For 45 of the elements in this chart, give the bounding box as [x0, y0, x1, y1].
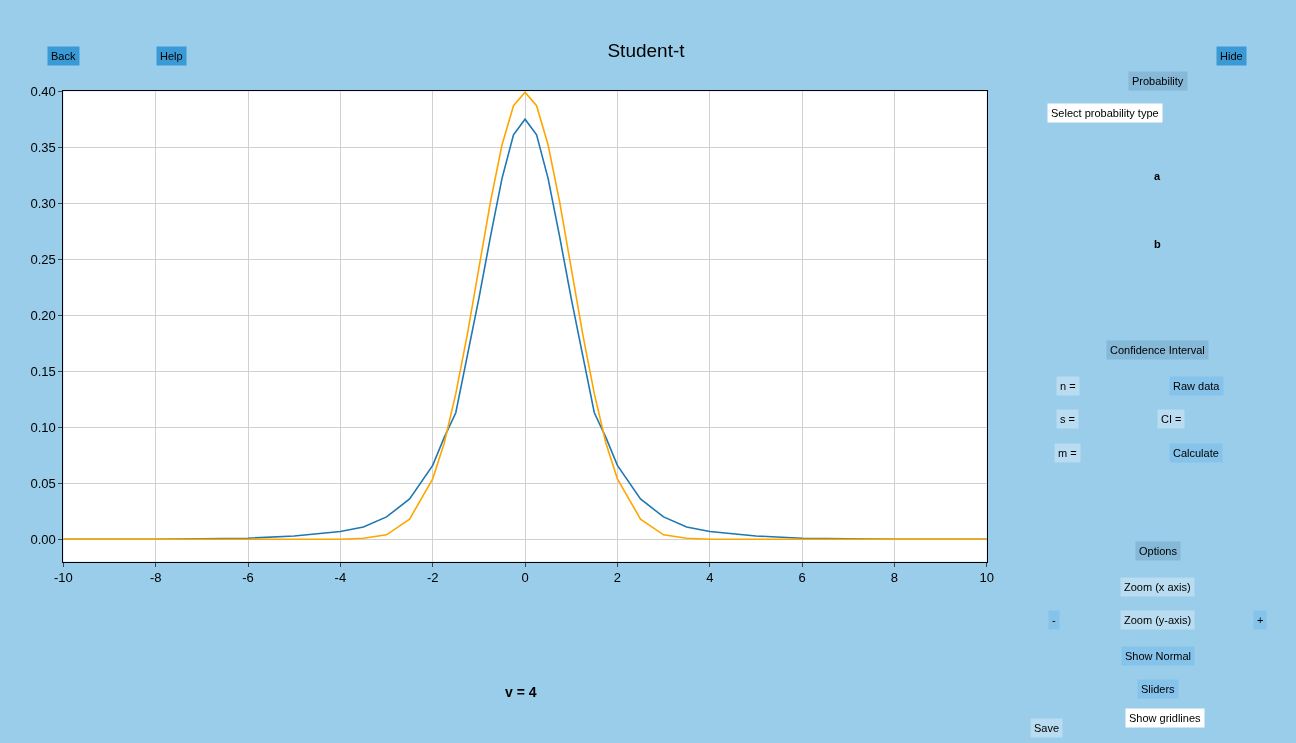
text: CI =	[1161, 413, 1182, 425]
x-tick-label: 2	[613, 570, 622, 586]
y-tick-label: 0.15	[30, 363, 56, 379]
text: Show Normal	[1125, 650, 1192, 662]
y-tick-label: 0.30	[30, 195, 56, 211]
text: Hide	[1220, 50, 1243, 62]
text: Select probability type	[1051, 107, 1159, 119]
x-tick-label: 10	[979, 570, 995, 586]
y-tick-label: 0.00	[30, 531, 56, 547]
text: s =	[1060, 413, 1075, 425]
y-tick-label: 0.25	[30, 251, 56, 267]
text: Help	[160, 50, 183, 62]
x-tick-label: -8	[149, 570, 162, 586]
x-tick-label: 0	[521, 570, 529, 586]
text: n =	[1060, 380, 1076, 392]
text: b	[1154, 238, 1161, 250]
x-tick-label: -10	[53, 570, 73, 586]
y-tick-label: 0.20	[30, 307, 56, 323]
text: Calculate	[1173, 447, 1219, 459]
x-tick-label: -6	[242, 570, 254, 586]
text: -	[1052, 614, 1056, 626]
x-tick-label: -2	[426, 570, 439, 586]
text: Back	[51, 50, 76, 62]
chart-title: Student-t	[607, 39, 686, 61]
text: Zoom (x axis)	[1124, 581, 1191, 593]
y-tick-label: 0.35	[30, 139, 56, 155]
text: Options	[1139, 545, 1178, 557]
text: Confidence Interval	[1110, 344, 1205, 356]
text: v = 4	[505, 684, 537, 700]
text: Raw data	[1173, 380, 1221, 392]
x-tick-label: 6	[798, 570, 806, 586]
x-tick-label: 8	[890, 570, 899, 586]
text: Save	[1034, 722, 1060, 734]
text: Show gridlines	[1129, 712, 1202, 724]
y-tick-label: 0.05	[30, 475, 56, 491]
x-tick-label: -4	[334, 570, 347, 586]
text: +	[1257, 614, 1264, 626]
text: Sliders	[1141, 683, 1176, 695]
text: a	[1154, 170, 1161, 182]
y-tick-label: 0.40	[30, 83, 56, 99]
y-tick-label: 0.10	[30, 419, 56, 435]
text: Probability	[1132, 75, 1184, 87]
text: m =	[1058, 447, 1077, 459]
x-tick-label: 4	[706, 570, 714, 586]
text: Zoom (y-axis)	[1124, 614, 1192, 626]
